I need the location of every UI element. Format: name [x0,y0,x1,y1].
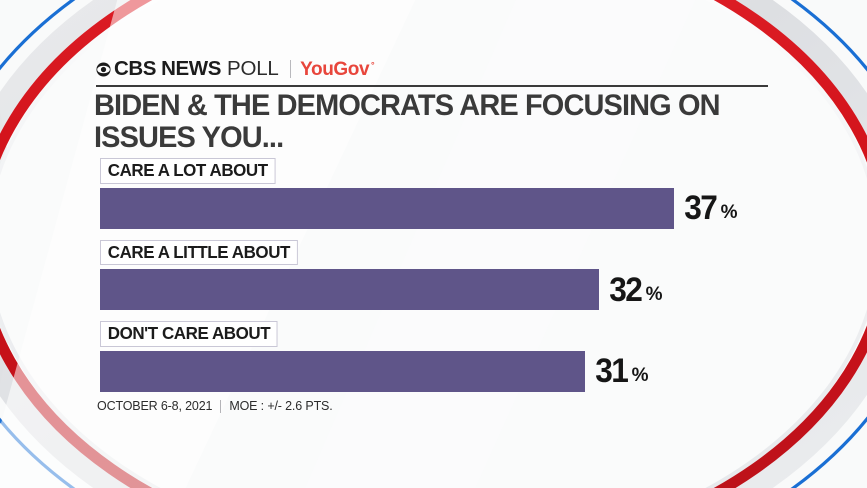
bar-value-unit: % [645,283,663,305]
brand-cbs: CBS [114,56,157,80]
brand-yougov-tick: ° [370,59,375,70]
bar-fill [100,350,585,392]
bar-chart: CARE A LOT ABOUT 37 % CARE A LITTLE ABOU… [100,158,800,403]
bar-row: 37 % [100,187,800,229]
brand-poll: POLL [227,56,279,80]
brand-separator [289,60,292,78]
bar-value-number: 31 [595,352,629,390]
bar-row: 31 % [100,350,800,392]
brand-yougov-text: YouGov [300,58,370,80]
poll-margin-of-error: MOE : +/- 2.6 PTS. [229,399,333,414]
bar-group: DON'T CARE ABOUT 31 % [100,321,800,392]
bar-value: 31 % [594,352,649,390]
page-title: BIDEN & THE DEMOCRATS ARE FOCUSING ON IS… [94,89,721,155]
bar-category-label: DON'T CARE ABOUT [100,321,278,347]
bar-fill [100,187,674,229]
bar-value-number: 37 [684,189,718,227]
bar-row: 32 % [100,269,800,310]
header-divider [96,85,768,87]
footer-separator [220,400,222,413]
bar-value: 32 % [608,270,663,309]
bar-category-label: CARE A LOT ABOUT [100,158,276,184]
bar-fill [100,269,599,310]
bar-value-number: 32 [609,270,643,309]
poll-date: OCTOBER 6-8, 2021 [97,399,213,414]
cbs-eye-icon [96,61,111,77]
poll-footer: OCTOBER 6-8, 2021 MOE : +/- 2.6 PTS. [97,400,333,413]
bar-category-label: CARE A LITTLE ABOUT [100,239,298,265]
brand-news: NEWS [161,56,221,80]
bar-group: CARE A LITTLE ABOUT 32 % [100,239,800,310]
brand-yougov: YouGov ° [300,58,374,80]
poll-brand-header: CBS NEWS POLL YouGov ° [96,56,375,80]
bar-value-unit: % [720,202,738,223]
bar-value: 37 % [683,189,738,227]
bar-value-unit: % [631,365,649,386]
bar-group: CARE A LOT ABOUT 37 % [100,158,800,229]
